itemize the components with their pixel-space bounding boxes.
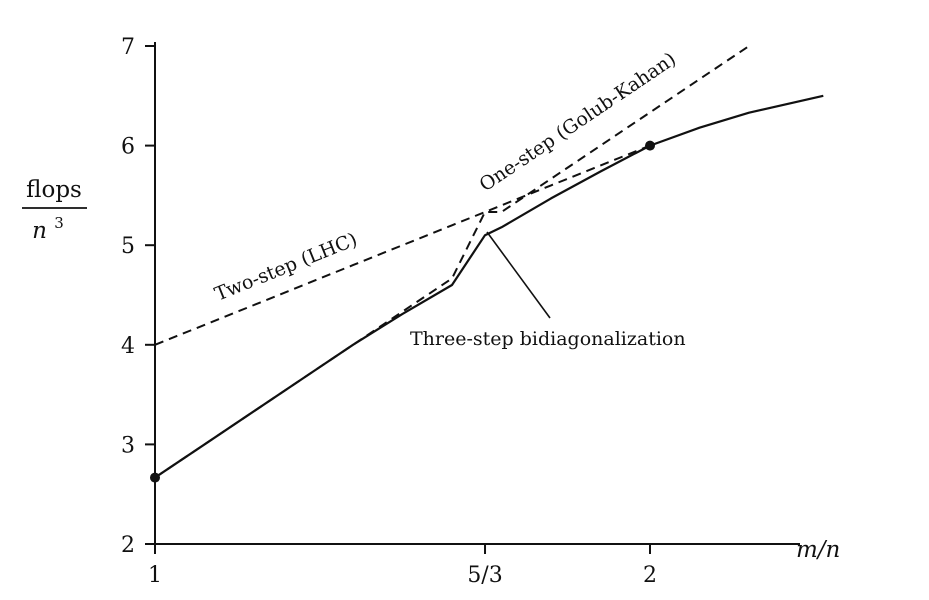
y-axis-label: flops n 3	[22, 177, 87, 244]
data-point-marker	[645, 140, 655, 151]
y-tick-label: 5	[121, 234, 135, 259]
series-layer	[154, 45, 824, 479]
series-one-step-line	[154, 45, 750, 479]
y-tick-label: 2	[121, 533, 135, 558]
x-axis-label: m/n	[796, 537, 840, 563]
annotation-two-step: Two-step (LHC)	[212, 228, 361, 305]
y-axis-label-denominator: n 3	[32, 214, 64, 244]
x-tick-label: 5/3	[467, 563, 502, 588]
y-axis-label-numerator: flops	[26, 177, 82, 203]
x-ticks: 1 5/3 2	[148, 544, 657, 588]
x-tick-label: 1	[148, 563, 162, 588]
marker-layer	[150, 140, 655, 483]
y-tick-label: 3	[121, 433, 135, 458]
data-point-marker	[150, 472, 160, 483]
three-step-leader-line	[486, 231, 551, 319]
y-tick-label: 4	[121, 334, 135, 359]
series-three-step-line	[154, 94, 824, 479]
y-ticks: 2 3 4 5 6 7	[121, 35, 155, 558]
series-two-step-line	[154, 144, 651, 346]
x-tick-label: 2	[643, 563, 657, 588]
y-tick-label: 6	[121, 135, 135, 160]
annotation-three-step: Three-step bidiagonalization	[410, 328, 686, 350]
y-tick-label: 7	[121, 35, 135, 60]
